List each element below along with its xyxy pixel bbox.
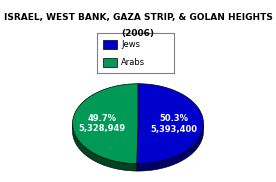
Polygon shape: [137, 125, 203, 171]
Wedge shape: [73, 84, 138, 164]
Text: 49.7%
5,328,949: 49.7% 5,328,949: [78, 114, 126, 133]
Text: (2006): (2006): [121, 29, 155, 38]
Text: Jews: Jews: [121, 40, 140, 49]
Polygon shape: [73, 124, 137, 171]
Text: 50.3%
5,393,400: 50.3% 5,393,400: [150, 114, 198, 134]
Text: ISRAEL, WEST BANK, GAZA STRIP, & GOLAN HEIGHTS: ISRAEL, WEST BANK, GAZA STRIP, & GOLAN H…: [4, 13, 272, 22]
Bar: [103, 40, 117, 49]
Bar: [103, 58, 117, 67]
Wedge shape: [137, 84, 203, 164]
Text: Arabs: Arabs: [121, 58, 145, 67]
